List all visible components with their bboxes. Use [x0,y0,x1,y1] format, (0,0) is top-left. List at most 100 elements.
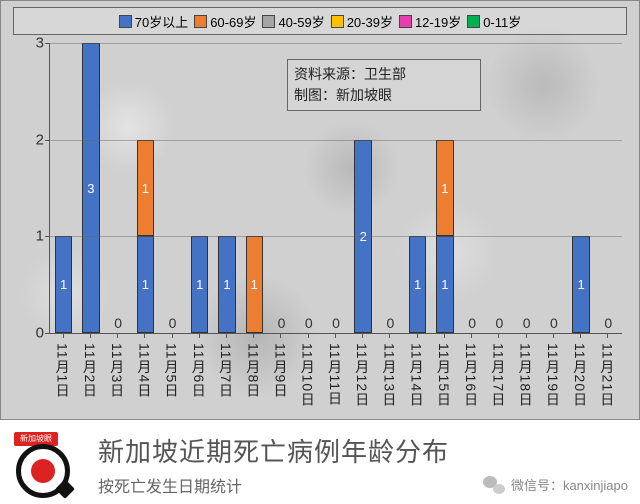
bar-segment: 1 [409,236,426,333]
x-tick-mark [362,333,363,338]
bar-slot: 11 [132,43,159,333]
x-tick-mark [253,333,254,338]
x-axis-label: 11月6日 [189,343,209,398]
x-axis-label: 11月9日 [270,343,290,398]
bar-stack: 1 [572,236,589,333]
bar-stack: 1 [191,236,208,333]
legend: 70岁以上 60-69岁 40-59岁 20-39岁 12-19岁 0-11岁 [13,7,627,35]
x-label-slot: 11月1日 [49,337,76,415]
x-axis-label: 11月13日 [379,343,399,407]
bar-stack: 3 [82,43,99,333]
x-axis-label: 11月21日 [597,343,617,407]
legend-item: 20-39岁 [331,12,393,31]
x-label-slot: 11月12日 [349,337,376,415]
wechat-icon [483,476,505,494]
legend-swatch-icon [467,15,480,28]
source-line-2: 制图：新加坡眼 [294,85,474,106]
bar-segment: 1 [436,236,453,333]
legend-label: 0-11岁 [483,12,521,31]
x-label-slot: 11月13日 [376,337,403,415]
zero-value-label: 0 [540,315,567,331]
x-tick-mark [553,333,554,338]
bar-slot: 0 [540,43,567,333]
x-axis-label: 11月2日 [80,343,100,398]
x-tick-mark [117,333,118,338]
bar-segment: 1 [137,140,154,237]
x-axis-label: 11月20日 [570,343,590,407]
source-line-1: 资料来源：卫生部 [294,64,474,85]
y-tick-label: 3 [28,35,44,52]
zero-value-label: 0 [159,315,186,331]
x-label-slot: 11月18日 [512,337,539,415]
x-axis-label: 11月15日 [434,343,454,407]
x-axis-label: 11月11日 [325,343,345,406]
x-label-slot: 11月21日 [594,337,621,415]
legend-swatch-icon [194,15,207,28]
x-axis-label: 11月16日 [461,343,481,407]
x-tick-mark [144,333,145,338]
y-tick-mark [45,43,50,44]
x-label-slot: 11月16日 [458,337,485,415]
bar-slot: 0 [104,43,131,333]
bar-slot: 0 [513,43,540,333]
bar-slot: 0 [159,43,186,333]
legend-item: 0-11岁 [467,12,521,31]
x-tick-mark [417,333,418,338]
x-tick-mark [199,333,200,338]
bar-segment: 1 [191,236,208,333]
x-label-slot: 11月10日 [294,337,321,415]
legend-swatch-icon [399,15,412,28]
bar-stack: 1 [409,236,426,333]
legend-item: 12-19岁 [399,12,461,31]
x-label-slot: 11月15日 [430,337,457,415]
x-label-slot: 11月5日 [158,337,185,415]
chart-subtitle: 按死亡发生日期统计 [98,473,449,497]
x-axis-label: 11月12日 [352,343,372,407]
y-tick-mark [45,140,50,141]
bar-stack: 1 [218,236,235,333]
bar-segment: 1 [246,236,263,333]
legend-item: 60-69岁 [194,12,256,31]
x-axis-label: 11月19日 [543,343,563,407]
legend-swatch-icon [331,15,344,28]
title-block: 新加坡近期死亡病例年龄分布 按死亡发生日期统计 [98,432,449,497]
legend-label: 70岁以上 [135,12,188,31]
legend-item: 70岁以上 [119,12,188,31]
x-tick-mark [471,333,472,338]
wechat-label: 微信号：kanxinjiapo [511,475,628,494]
zero-value-label: 0 [595,315,622,331]
y-tick-label: 0 [28,325,44,342]
x-label-slot: 11月3日 [103,337,130,415]
x-tick-mark [308,333,309,338]
wechat-attribution: 微信号：kanxinjiapo [483,475,628,494]
x-tick-mark [526,333,527,338]
x-label-slot: 11月6日 [185,337,212,415]
x-tick-mark [335,333,336,338]
x-label-slot: 11月2日 [76,337,103,415]
x-tick-mark [226,333,227,338]
zero-value-label: 0 [513,315,540,331]
x-tick-mark [63,333,64,338]
gridline [50,140,622,141]
gridline [50,43,622,44]
bar-segment: 1 [137,236,154,333]
x-label-slot: 11月4日 [131,337,158,415]
bar-stack: 1 [55,236,72,333]
x-label-slot: 11月19日 [539,337,566,415]
y-tick-label: 1 [28,228,44,245]
chart-container: 70岁以上60-69岁40-59岁20-39岁12-19岁0-11岁 13011… [0,0,640,420]
x-label-slot: 11月9日 [267,337,294,415]
x-tick-mark [280,333,281,338]
y-tick-mark [45,236,50,237]
bar-slot: 0 [595,43,622,333]
zero-value-label: 0 [268,315,295,331]
bar-segment: 1 [436,140,453,237]
x-label-slot: 11月17日 [485,337,512,415]
legend-item: 40-59岁 [262,12,324,31]
x-label-slot: 11月7日 [212,337,239,415]
x-tick-mark [498,333,499,338]
x-tick-mark [444,333,445,338]
legend-label: 40-59岁 [278,12,324,31]
bar-slot: 1 [186,43,213,333]
zero-value-label: 0 [486,315,513,331]
